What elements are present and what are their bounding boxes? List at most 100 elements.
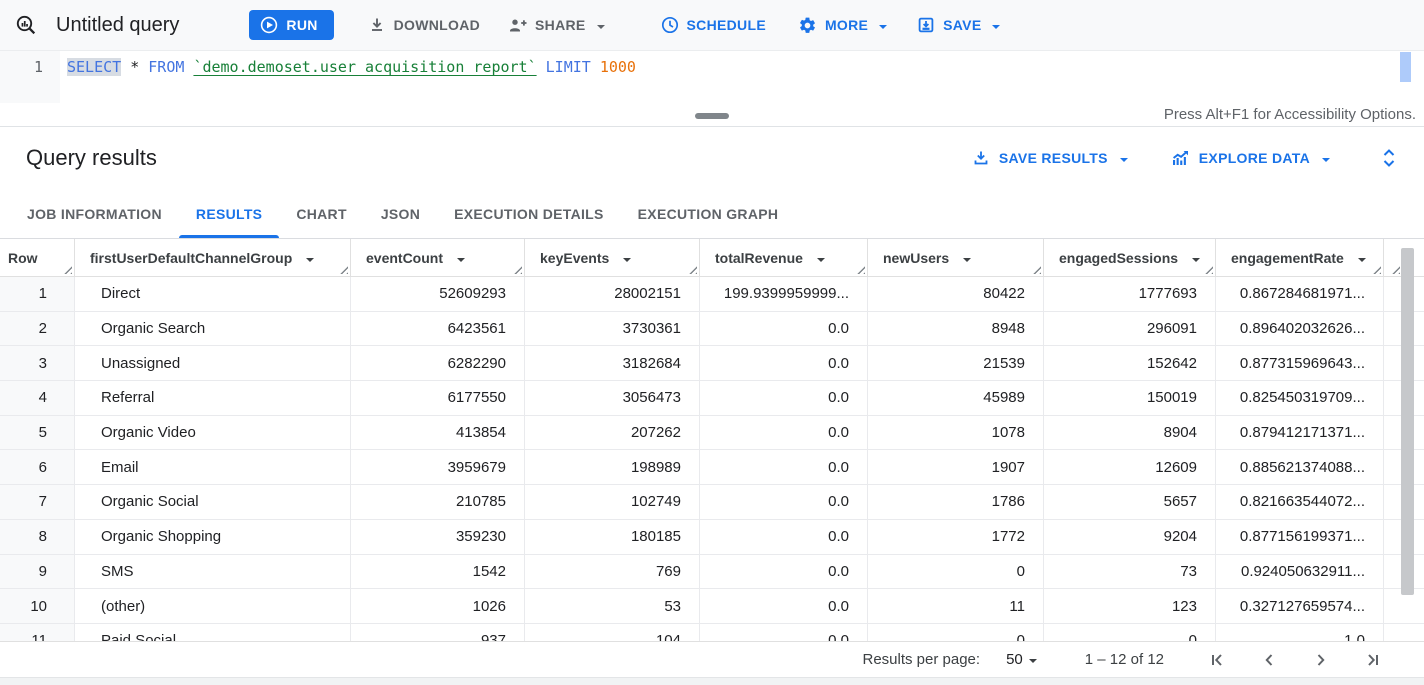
column-resize-grip[interactable] [1372,265,1381,274]
table-cell-totalRevenue: 0.0 [700,554,868,589]
column-header-firstUserDefaultChannelGroup[interactable]: firstUserDefaultChannelGroup [75,239,351,276]
resize-drag-handle[interactable] [695,113,729,119]
table-cell-engagementRate: 0.867284681971... [1216,277,1384,311]
table-cell-eventCount: 6282290 [351,346,525,381]
query-title[interactable]: Untitled query [56,13,180,36]
column-sort-caret-icon[interactable] [1357,257,1366,266]
tab-json[interactable]: JSON [380,205,421,222]
sql-table-link[interactable]: `demo.demoset.user_acquisition_report` [193,58,537,76]
accessibility-hint: Press Alt+F1 for Accessibility Options. [1163,106,1416,123]
results-title: Query results [26,145,157,170]
run-button[interactable]: RUN [249,10,334,40]
more-button[interactable]: MORE [798,16,888,35]
column-resize-grip[interactable] [688,265,697,274]
column-sort-caret-icon[interactable] [623,257,632,266]
table-cell-keyEvents: 102749 [525,485,700,519]
save-button[interactable]: SAVE [917,16,1001,34]
table-cell-newUsers: 11 [868,589,1044,623]
chevron-left-icon [1260,651,1278,669]
save-icon [917,16,935,34]
next-page-button[interactable] [1312,651,1330,669]
table-cell-firstUserDefaultChannelGroup: SMS [75,554,351,589]
table-cell-firstUserDefaultChannelGroup: Email [75,450,351,485]
page-size-select[interactable]: 50 [1006,651,1037,668]
tab-job-information[interactable]: JOB INFORMATION [27,205,162,222]
column-resize-grip[interactable] [1391,265,1400,274]
table-cell-engagementRate: 0.879412171371... [1216,415,1384,450]
column-sort-caret-icon[interactable] [306,257,315,266]
tab-execution-details[interactable]: EXECUTION DETAILS [454,205,604,222]
table-cell-engagedSessions: 9204 [1044,519,1216,554]
column-sort-caret-icon[interactable] [816,257,825,266]
column-header-totalRevenue[interactable]: totalRevenue [700,239,868,276]
table-cell-newUsers: 45989 [868,381,1044,415]
column-sort-caret-icon[interactable] [963,257,972,266]
table-cell-engagedSessions: 73 [1044,554,1216,589]
table-cell-engagementRate: 0.885621374088... [1216,450,1384,485]
share-button[interactable]: SHARE [508,16,605,34]
play-circle-icon [260,16,278,34]
tab-results[interactable]: RESULTS [178,189,280,238]
download-button[interactable]: DOWNLOAD [368,16,480,34]
schedule-button[interactable]: SCHEDULE [661,16,766,34]
table-row: 2 Organic Search 6423561 3730361 0.0 8948 2960… [0,311,1424,347]
column-sort-caret-icon[interactable] [457,257,465,266]
column-resize-grip[interactable] [339,265,348,274]
column-sort-caret-icon[interactable] [1192,257,1201,266]
editor-scrollbar[interactable] [1400,52,1411,82]
table-cell-totalRevenue: 0.0 [700,623,868,641]
table-cell-keyEvents: 769 [525,554,700,589]
table-cell-firstUserDefaultChannelGroup: Organic Shopping [75,519,351,554]
header-filler [1384,239,1424,276]
table-cell-engagedSessions: 8904 [1044,415,1216,450]
sql-editor[interactable]: 1 SELECT * FROM `demo.demoset.user_acqui… [0,51,1424,103]
first-page-button[interactable] [1208,651,1226,669]
table-cell-totalRevenue: 0.0 [700,311,868,346]
row-number-cell: 3 [0,346,75,381]
sql-code-line[interactable]: SELECT * FROM `demo.demoset.user_acquisi… [60,51,636,103]
chevron-down-icon [596,25,605,33]
last-page-button[interactable] [1364,651,1382,669]
last-page-icon [1364,651,1382,669]
editor-results-divider: Press Alt+F1 for Accessibility Options. [0,103,1424,127]
column-header-eventCount[interactable]: eventCount [351,239,525,276]
table-cell-totalRevenue: 0.0 [700,346,868,381]
prev-page-button[interactable] [1260,651,1278,669]
tab-execution-graph[interactable]: EXECUTION GRAPH [637,205,779,222]
table-row: 7 Organic Social 210785 102749 0.0 1786 5657 0.… [0,485,1424,520]
table-cell-eventCount: 1542 [351,554,525,589]
table-cell-engagementRate: 0.877315969643... [1216,346,1384,381]
query-toolbar: Untitled query RUN DOWNLOAD SHARE [0,0,1424,51]
row-number-cell: 1 [0,277,75,311]
column-header-engagementRate[interactable]: engagementRate [1216,239,1384,276]
table-cell-eventCount: 937 [351,623,525,641]
column-label: keyEvents [540,249,610,266]
column-label: Row [8,249,38,266]
column-resize-grip[interactable] [1204,265,1213,274]
column-resize-grip[interactable] [856,265,865,274]
chevron-down-icon [992,25,1001,33]
column-resize-grip[interactable] [1032,265,1041,274]
column-header-newUsers[interactable]: newUsers [868,239,1044,276]
table-cell-eventCount: 359230 [351,519,525,554]
table-cell-totalRevenue: 0.0 [700,589,868,623]
explore-data-button[interactable]: EXPLORE DATA [1170,149,1330,167]
sql-limit-value: 1000 [599,58,636,76]
column-header-row[interactable]: Row [0,239,75,276]
row-number-cell: 6 [0,450,75,485]
column-header-engagedSessions[interactable]: engagedSessions [1044,239,1216,276]
tab-chart[interactable]: CHART [296,205,347,222]
chevron-down-icon [1028,659,1037,667]
column-resize-grip[interactable] [513,265,522,274]
sql-keyword-from: FROM [148,58,194,76]
row-number-cell: 5 [0,415,75,450]
table-cell-engagementRate: 0.896402032626... [1216,311,1384,346]
save-results-button[interactable]: SAVE RESULTS [972,149,1128,167]
table-cell-firstUserDefaultChannelGroup: (other) [75,589,351,623]
clock-icon [661,16,679,34]
column-header-keyEvents[interactable]: keyEvents [525,239,700,276]
column-resize-grip[interactable] [63,265,72,274]
person-add-icon [508,16,527,34]
table-vertical-scrollbar[interactable] [1401,248,1414,595]
expand-results-button[interactable] [1380,147,1398,169]
